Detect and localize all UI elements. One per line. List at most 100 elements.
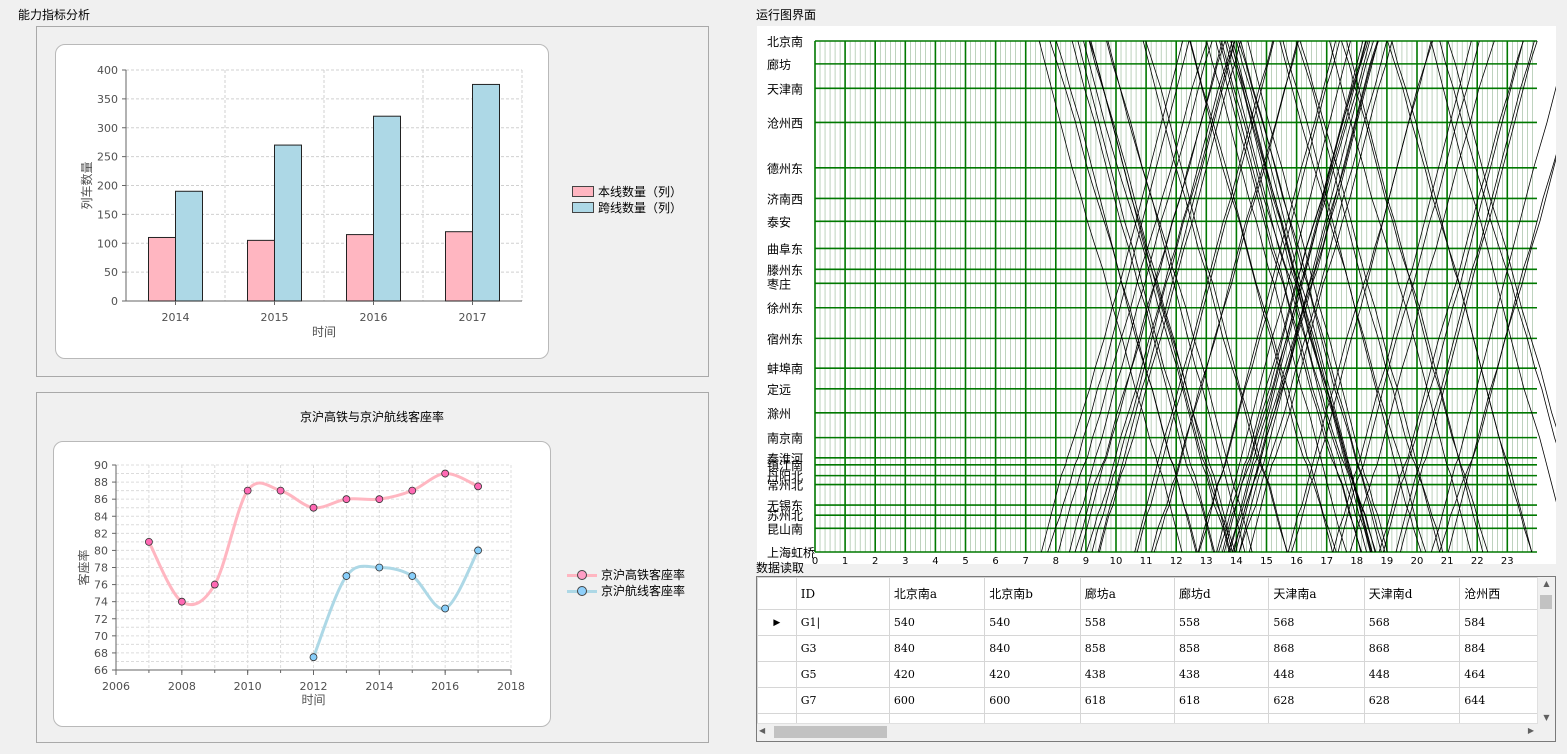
scroll-up-arrow-icon[interactable]: ▲	[1543, 579, 1550, 588]
col-header-id[interactable]: ID	[795, 577, 890, 610]
train-path-58	[1232, 40, 1372, 553]
vertical-scroll-thumb[interactable]	[1540, 595, 1552, 609]
table-cell[interactable]: 600	[888, 687, 986, 714]
train-path-7	[1216, 40, 1351, 553]
station-label: 廊坊	[767, 57, 791, 72]
bar-0-2016	[346, 234, 374, 302]
table-cell[interactable]: 628	[1363, 687, 1461, 714]
x-axis-title: 时间	[301, 693, 325, 707]
station-label: 德州东	[767, 161, 803, 176]
table-cell[interactable]: 858	[1079, 635, 1176, 662]
table-cell[interactable]: G7	[795, 687, 890, 714]
table-cell[interactable]: 568	[1363, 609, 1461, 636]
station-label: 秦淮河	[767, 452, 803, 466]
table-row[interactable]: G3 840 840 858 858 868 868 884	[757, 635, 1555, 662]
col-header-langfang-a[interactable]: 廊坊a	[1079, 577, 1176, 610]
horizontal-scrollbar[interactable]: ◀ ▶	[757, 723, 1538, 741]
data-point-1-2016	[441, 604, 450, 613]
data-point-0-2012	[309, 503, 318, 512]
train-path-26	[1190, 40, 1337, 553]
train-path-74	[1447, 40, 1556, 428]
train-path-17	[1332, 40, 1472, 553]
table-cell[interactable]: 558	[1174, 609, 1270, 636]
scroll-left-arrow-icon[interactable]: ◀	[759, 726, 766, 735]
col-header-beijingnan-b[interactable]: 北京南b	[984, 577, 1081, 610]
table-cell[interactable]: 558	[1079, 609, 1176, 636]
train-path-37	[1080, 40, 1226, 553]
y-tick-label: 0	[111, 295, 118, 308]
timetable-group-title: 运行图界面	[756, 8, 817, 22]
bar-1-2016	[373, 115, 401, 302]
data-grid[interactable]: ID 北京南a 北京南b 廊坊a 廊坊d 天津南a 天津南d 沧州西 ▶ G1| 5…	[756, 576, 1556, 742]
table-cell[interactable]: 618	[1079, 687, 1176, 714]
table-cell[interactable]: 568	[1268, 609, 1365, 636]
col-header-langfang-d[interactable]: 廊坊d	[1174, 577, 1270, 610]
hour-label: 5	[962, 556, 968, 567]
train-path-53	[1198, 40, 1336, 553]
x-tick-label: 2008	[168, 680, 196, 693]
table-cell[interactable]: G1|	[795, 609, 890, 636]
table-cell[interactable]: 420	[888, 661, 986, 688]
y-tick-label: 90	[94, 459, 108, 472]
table-cell[interactable]: 448	[1363, 661, 1461, 688]
station-label: 蚌埠南	[767, 361, 803, 376]
scroll-down-arrow-icon[interactable]: ▼	[1543, 713, 1550, 722]
table-cell[interactable]: 840	[984, 635, 1081, 662]
station-label: 宿州东	[767, 331, 803, 346]
y-tick-label: 84	[94, 510, 108, 523]
hour-label: 14	[1230, 556, 1243, 567]
row-header[interactable]	[757, 687, 797, 714]
table-cell[interactable]: 868	[1268, 635, 1365, 662]
table-cell[interactable]: 448	[1268, 661, 1365, 688]
station-label: 徐州东	[767, 301, 803, 316]
y-tick-label: 88	[94, 476, 108, 489]
table-row[interactable]: G7 600 600 618 618 628 628 644	[757, 687, 1555, 714]
horizontal-scroll-thumb[interactable]	[774, 726, 887, 738]
data-point-0-2014	[375, 495, 384, 504]
table-cell[interactable]: 438	[1174, 661, 1270, 688]
table-row[interactable]: G5 420 420 438 438 448 448 464	[757, 661, 1555, 688]
row-header[interactable]: ▶	[757, 609, 797, 636]
hour-label: 15	[1260, 556, 1273, 567]
scroll-right-arrow-icon[interactable]: ▶	[1527, 726, 1534, 735]
hour-label: 11	[1140, 556, 1153, 567]
hour-label: 3	[902, 556, 908, 567]
y-tick-label: 68	[94, 647, 108, 660]
table-cell[interactable]: 868	[1363, 635, 1461, 662]
col-header-tianjinnan-d[interactable]: 天津南d	[1363, 577, 1461, 610]
data-point-1-2013	[342, 572, 351, 580]
bar-legend-item-1: 跨线数量（列）	[572, 201, 682, 215]
table-cell[interactable]: 420	[984, 661, 1081, 688]
hour-label: 19	[1381, 556, 1394, 567]
col-header-beijingnan-a[interactable]: 北京南a	[888, 577, 986, 610]
table-cell[interactable]: 840	[888, 635, 986, 662]
table-cell[interactable]: 628	[1268, 687, 1365, 714]
data-point-0-2013	[342, 495, 351, 504]
row-header[interactable]	[757, 661, 797, 688]
table-row[interactable]: ▶ G1| 540 540 558 558 568 568 584	[757, 609, 1555, 636]
col-header-tianjinnan-a[interactable]: 天津南a	[1268, 577, 1365, 610]
train-path-56	[1296, 40, 1440, 553]
data-table[interactable]: ID 北京南a 北京南b 廊坊a 廊坊d 天津南a 天津南d 沧州西 ▶ G1| 5…	[757, 577, 1555, 740]
table-cell[interactable]: 540	[984, 609, 1081, 636]
row-header[interactable]	[757, 635, 797, 662]
table-cell[interactable]: 858	[1174, 635, 1270, 662]
train-path-69	[1058, 40, 1208, 553]
y-axis-title: 客座率	[76, 549, 91, 585]
train-path-1	[1069, 40, 1213, 553]
table-cell[interactable]: 600	[984, 687, 1081, 714]
table-cell[interactable]: G3	[795, 635, 890, 662]
legend-label: 本线数量（列）	[598, 185, 683, 199]
train-path-31	[1223, 40, 1366, 553]
table-cell[interactable]: 438	[1079, 661, 1176, 688]
table-cell[interactable]: 618	[1174, 687, 1270, 714]
x-tick-label: 2017	[459, 311, 487, 324]
station-label: 沧州西	[767, 115, 803, 130]
line-legend-item-1: 京沪航线客座率	[567, 584, 685, 598]
table-cell[interactable]: G5	[795, 661, 890, 688]
y-tick-label: 76	[94, 579, 108, 592]
vertical-scrollbar[interactable]: ▲ ▼	[1537, 577, 1555, 724]
data-point-0-2010	[243, 486, 252, 495]
table-cell[interactable]: 540	[888, 609, 986, 636]
row-header-corner	[757, 577, 797, 610]
